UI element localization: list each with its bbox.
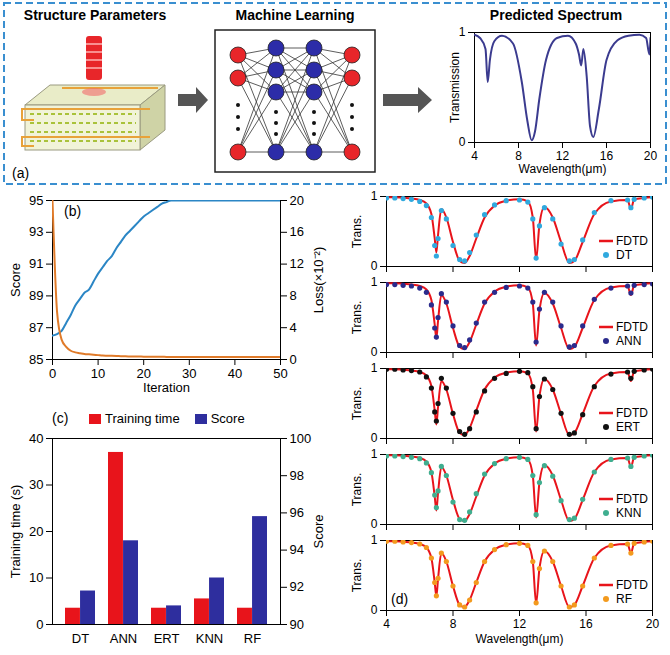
- svg-text:Trans.: Trans.: [350, 473, 364, 507]
- svg-text:96: 96: [290, 505, 304, 520]
- svg-text:12: 12: [290, 256, 304, 271]
- svg-text:30: 30: [29, 477, 43, 492]
- html-text:(b): (b): [64, 203, 82, 219]
- svg-text:30: 30: [182, 366, 196, 381]
- svg-text:0: 0: [371, 517, 378, 531]
- html-text:FDTD: FDTD: [616, 320, 648, 334]
- svg-text:85: 85: [29, 352, 43, 367]
- svg-text:ERT: ERT: [154, 631, 180, 646]
- svg-text:12: 12: [555, 149, 570, 163]
- html-text:ANN: ANN: [616, 334, 642, 348]
- svg-text:50: 50: [273, 366, 287, 381]
- svg-text:Loss(×10⁻²): Loss(×10⁻²): [311, 247, 326, 314]
- svg-text:Trans.: Trans.: [350, 215, 364, 249]
- svg-text:1: 1: [371, 361, 378, 375]
- svg-text:20: 20: [646, 617, 660, 631]
- svg-text:1: 1: [371, 275, 378, 289]
- html-text:RF: RF: [616, 592, 632, 606]
- svg-text:8: 8: [515, 149, 522, 163]
- html-text:ERT: ERT: [616, 420, 640, 434]
- html-text:(c): (c): [52, 410, 69, 426]
- html-text:DT: DT: [616, 248, 632, 262]
- svg-text:95: 95: [29, 193, 43, 208]
- svg-text:Trans.: Trans.: [350, 387, 364, 421]
- svg-text:16: 16: [599, 149, 614, 163]
- svg-text:92: 92: [290, 579, 304, 594]
- svg-text:8: 8: [290, 288, 297, 303]
- svg-text:10: 10: [91, 366, 105, 381]
- svg-text:4: 4: [383, 617, 390, 631]
- svg-text:1: 1: [371, 533, 378, 547]
- svg-text:16: 16: [579, 617, 593, 631]
- svg-text:Wavelength(μm): Wavelength(μm): [519, 162, 607, 176]
- svg-text:Trans.: Trans.: [350, 559, 364, 593]
- svg-text:12: 12: [513, 617, 527, 631]
- svg-text:40: 40: [29, 431, 43, 446]
- html-text:FDTD: FDTD: [616, 406, 648, 420]
- svg-text:Predicted Spectrum: Predicted Spectrum: [490, 7, 622, 23]
- html-text:Score: Score: [210, 411, 245, 426]
- svg-text:Trans.: Trans.: [350, 301, 364, 335]
- svg-text:0: 0: [459, 135, 466, 149]
- svg-text:(a): (a): [12, 165, 29, 181]
- svg-text:DT: DT: [72, 631, 89, 646]
- svg-text:8: 8: [450, 617, 457, 631]
- html-text:FDTD: FDTD: [616, 578, 648, 592]
- html-text:Training time: Training time: [105, 411, 180, 426]
- svg-text:20: 20: [644, 149, 658, 163]
- html-text:(d): (d): [391, 591, 409, 607]
- svg-text:Machine Learning: Machine Learning: [235, 7, 354, 23]
- svg-text:Score: Score: [8, 263, 23, 297]
- svg-text:Wavelength(μm): Wavelength(μm): [476, 632, 564, 646]
- svg-text:RF: RF: [244, 631, 261, 646]
- svg-text:KNN: KNN: [196, 631, 223, 646]
- html-text:FDTD: FDTD: [616, 492, 648, 506]
- svg-text:100: 100: [290, 431, 312, 446]
- svg-text:0: 0: [49, 366, 56, 381]
- svg-text:Transmission: Transmission: [448, 52, 462, 123]
- svg-text:4: 4: [290, 320, 297, 335]
- svg-text:1: 1: [459, 25, 466, 39]
- svg-text:91: 91: [29, 256, 43, 271]
- svg-text:Score: Score: [311, 515, 326, 549]
- svg-text:0: 0: [371, 431, 378, 445]
- svg-text:1: 1: [371, 189, 378, 203]
- svg-text:4: 4: [471, 149, 478, 163]
- svg-text:94: 94: [290, 542, 304, 557]
- svg-text:Training time (s): Training time (s): [8, 485, 23, 578]
- svg-text:20: 20: [290, 193, 304, 208]
- svg-text:93: 93: [29, 224, 43, 239]
- svg-text:16: 16: [290, 224, 304, 239]
- svg-text:20: 20: [136, 366, 150, 381]
- svg-text:ANN: ANN: [110, 631, 137, 646]
- svg-text:89: 89: [29, 288, 43, 303]
- svg-text:20: 20: [29, 524, 43, 539]
- svg-text:40: 40: [228, 366, 242, 381]
- svg-text:0: 0: [371, 603, 378, 617]
- svg-text:90: 90: [290, 617, 304, 632]
- html-text:KNN: KNN: [616, 506, 642, 520]
- svg-text:0: 0: [371, 259, 378, 273]
- svg-text:10: 10: [29, 570, 43, 585]
- svg-text:0: 0: [36, 617, 43, 632]
- html-text:FDTD: FDTD: [616, 234, 648, 248]
- svg-text:0: 0: [371, 345, 378, 359]
- svg-text:98: 98: [290, 468, 304, 483]
- svg-text:0: 0: [290, 352, 297, 367]
- svg-text:Iteration: Iteration: [143, 380, 190, 395]
- svg-text:1: 1: [371, 447, 378, 461]
- svg-text:Structure Parameters: Structure Parameters: [24, 7, 167, 23]
- svg-text:87: 87: [29, 320, 43, 335]
